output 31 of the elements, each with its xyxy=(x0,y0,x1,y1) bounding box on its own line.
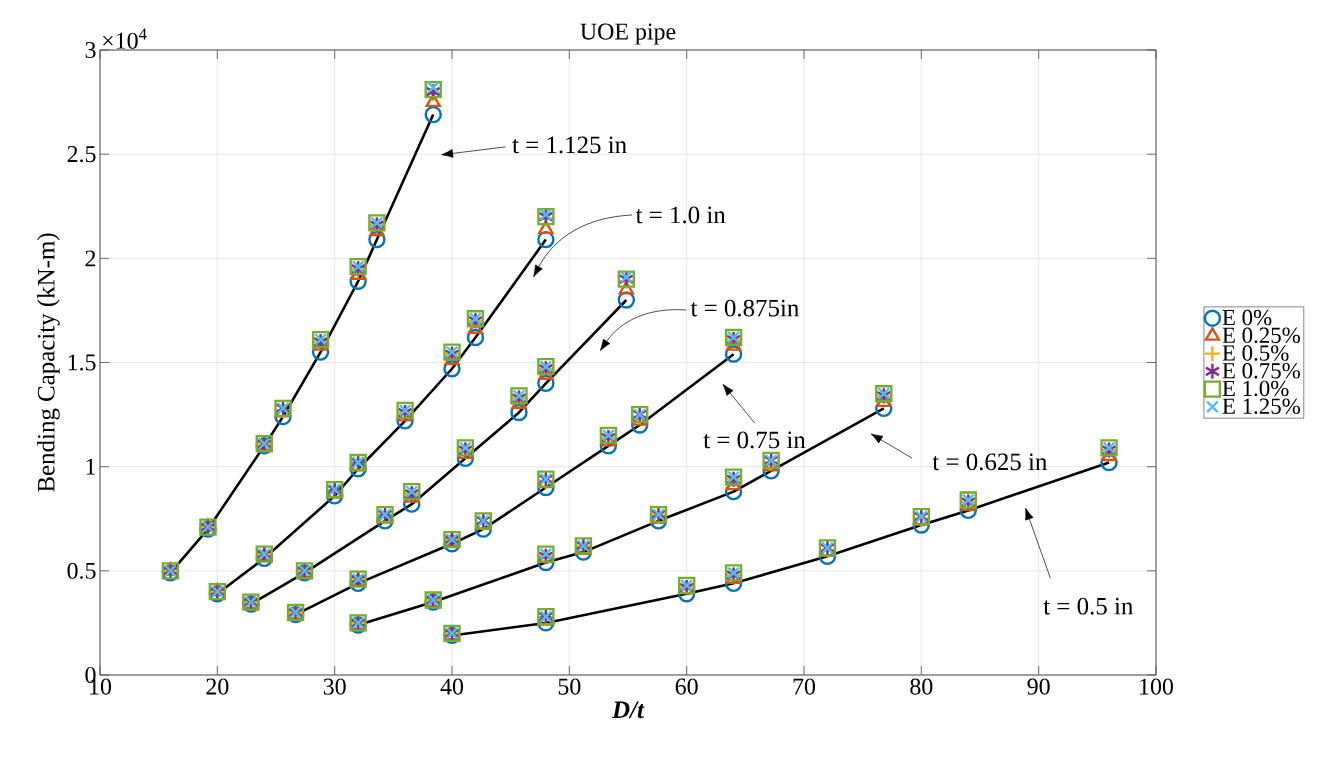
x-tick-label: 40 xyxy=(440,678,464,695)
x-tick-label: 100 xyxy=(1140,678,1174,695)
annotation: t = 1.0 in xyxy=(635,206,726,224)
x-axis-title: D/t xyxy=(611,701,645,719)
x-tick-label: 50 xyxy=(558,678,581,695)
y-tick-label: 2 xyxy=(85,250,96,267)
annotation: t = 0.875in xyxy=(690,299,799,317)
legend-label: E 1.0% xyxy=(1222,380,1289,397)
legend-label: E 0.75% xyxy=(1222,362,1301,379)
text: ×10$^{4}$ xyxy=(103,28,147,49)
legend-label: E 0% xyxy=(1222,309,1272,326)
x-tick-label: 30 xyxy=(323,678,346,695)
annotation: t = 0.625 in xyxy=(932,453,1047,471)
annotation: t = 0.75 in xyxy=(703,431,806,449)
x-tick-label: 20 xyxy=(206,678,229,695)
y-tick-label: 0.5 xyxy=(67,562,96,579)
legend-label: E 0.5% xyxy=(1222,345,1289,361)
legend-label: E 1.25% xyxy=(1222,398,1301,414)
annotation: t = 1.125 in xyxy=(512,136,627,154)
legend-label: E 0.25% xyxy=(1222,327,1301,344)
y-tick-label: 3 xyxy=(85,41,96,59)
y-axis-title: Bending Capacity (kN-m) xyxy=(37,233,60,492)
x-tick-label: 60 xyxy=(675,678,698,695)
chart-title: UOE pipe xyxy=(580,23,676,45)
x-tick-label: 90 xyxy=(1027,678,1050,695)
y-tick-label: 1.5 xyxy=(68,354,96,371)
x-tick-label: 80 xyxy=(910,678,933,695)
annotation: t = 0.5 in xyxy=(1043,597,1133,615)
x-tick-label: 70 xyxy=(793,678,816,695)
y-tick-label: 2.5 xyxy=(67,146,96,163)
y-tick-label: 1 xyxy=(86,458,96,475)
